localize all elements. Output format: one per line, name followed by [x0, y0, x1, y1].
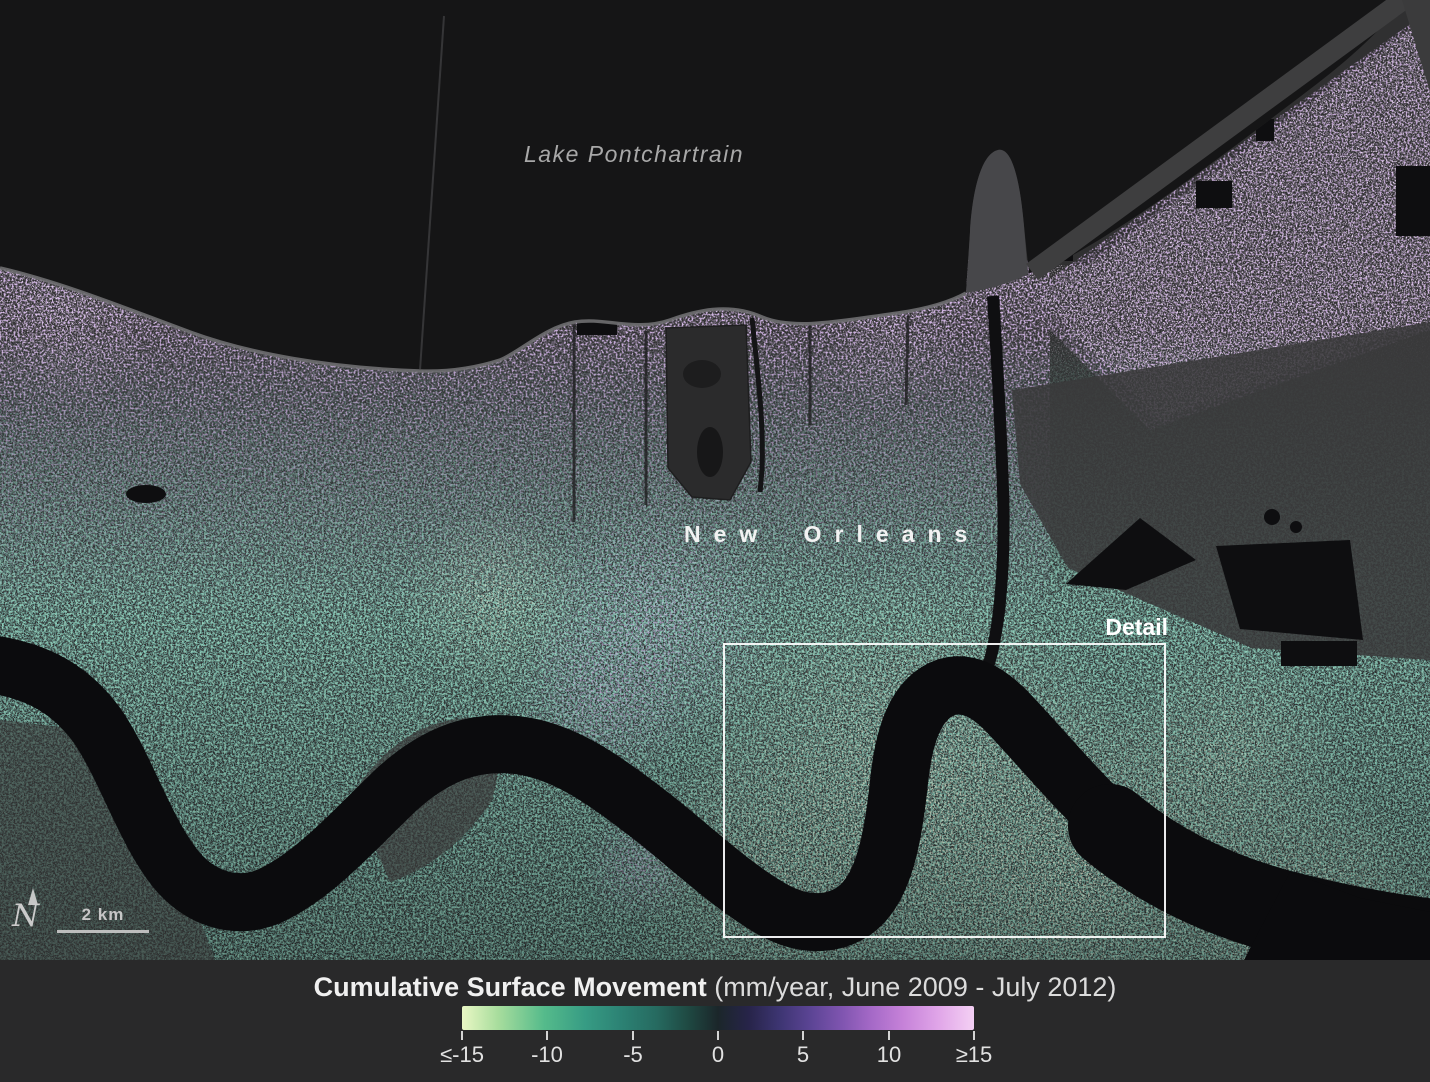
map-svg	[0, 0, 1430, 960]
legend-tick	[461, 1031, 463, 1040]
scale-bar-line	[57, 930, 149, 933]
lake-pontchartrain-label: Lake Pontchartrain	[524, 141, 745, 167]
legend-tick-label: ≤-15	[440, 1042, 484, 1067]
legend: Cumulative Surface Movement (mm/year, Ju…	[0, 960, 1430, 1082]
scale-bar: 2 km	[55, 905, 155, 937]
legend-tick	[717, 1031, 719, 1040]
legend-tick-label: 5	[796, 1042, 810, 1067]
north-indicator: N	[10, 868, 70, 938]
legend-tick	[888, 1031, 890, 1040]
bayou-st-john	[749, 317, 765, 493]
corner-wedge	[1402, 0, 1430, 92]
legend-title-units: (mm/year, June 2009 - July 2012)	[706, 972, 1117, 1002]
legend-tick-label: ≥15	[955, 1042, 993, 1067]
legend-tick-label: 0	[711, 1042, 725, 1067]
industrial-canal	[977, 295, 1010, 688]
map-image: Lake Pontchartrain New Orleans Detail N …	[0, 0, 1430, 960]
lakefront-seawall	[0, 266, 967, 373]
legend-colorbar	[462, 1006, 974, 1030]
drainage-canals	[572, 303, 910, 522]
legend-tick	[973, 1031, 975, 1040]
legend-tick	[802, 1031, 804, 1040]
water-patches	[126, 95, 1430, 666]
mississippi-river	[0, 636, 1430, 960]
legend-title: Cumulative Surface Movement (mm/year, Ju…	[0, 972, 1430, 1003]
new-orleans-label: New Orleans	[684, 521, 981, 547]
causeway-bridge	[419, 15, 445, 371]
scale-bar-label: 2 km	[81, 905, 125, 924]
northeast-shore	[1026, 0, 1409, 281]
legend-tick-label: -10	[531, 1042, 563, 1067]
detail-label: Detail	[1105, 614, 1168, 640]
legend-tick	[546, 1031, 548, 1040]
legend-tick-label: 10	[876, 1042, 902, 1067]
lakefront-airport	[966, 149, 1028, 293]
legend-title-bold: Cumulative Surface Movement	[313, 972, 707, 1002]
legend-tick	[632, 1031, 634, 1040]
north-arrow-icon	[28, 888, 38, 905]
legend-tick-label: -5	[623, 1042, 643, 1067]
north-letter: N	[12, 898, 40, 934]
detail-extent-box	[723, 643, 1166, 938]
